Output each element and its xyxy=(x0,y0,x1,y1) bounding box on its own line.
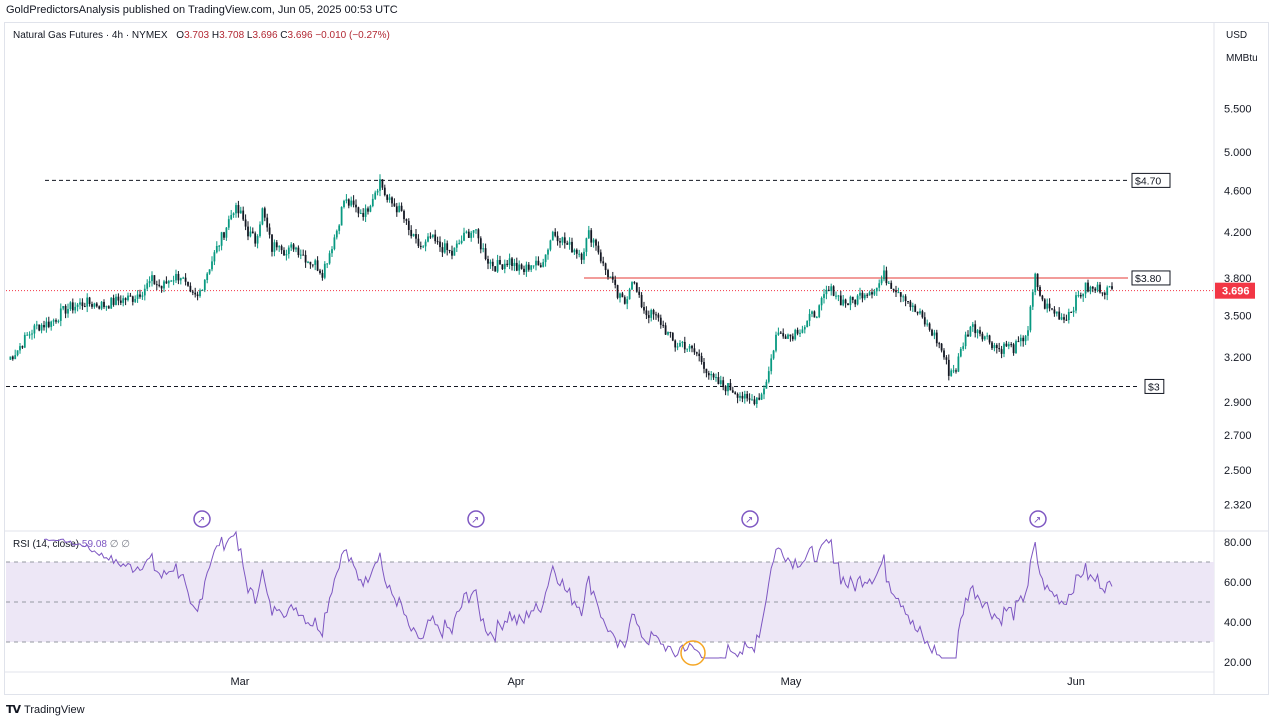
close-value: 3.696 xyxy=(287,30,313,41)
low-value: 3.696 xyxy=(252,30,278,41)
tradingview-logo-icon: 𝗧𝗩 xyxy=(6,704,21,716)
high-label: H xyxy=(211,30,220,41)
rsi-empty-1: ∅ xyxy=(109,539,119,550)
change-value: −0.010 (−0.27%) xyxy=(315,30,390,41)
currency-label[interactable]: USD xyxy=(1226,30,1248,41)
rsi-value: 59.08 xyxy=(81,539,107,550)
low-label: L xyxy=(246,30,253,41)
footer-brand-label: TradingView xyxy=(24,703,85,716)
symbol-name: Natural Gas Futures · 4h · NYMEX xyxy=(13,30,168,41)
footer-brand[interactable]: 𝗧𝗩 TradingView xyxy=(6,703,85,717)
rsi-legend[interactable]: RSI (14, close) 59.08 ∅ ∅ xyxy=(13,539,130,550)
publisher-line: GoldPredictorsAnalysis published on Trad… xyxy=(6,4,398,16)
unit-label[interactable]: MMBtu xyxy=(1226,53,1258,64)
rsi-empty-2: ∅ xyxy=(121,539,130,550)
close-label: C xyxy=(280,30,288,41)
symbol-legend[interactable]: Natural Gas Futures · 4h · NYMEX O3.703 … xyxy=(13,30,390,41)
high-value: 3.708 xyxy=(219,30,245,41)
rsi-label: RSI (14, close) xyxy=(13,539,80,550)
chart-frame xyxy=(4,22,1269,695)
open-label: O xyxy=(176,30,185,41)
open-value: 3.703 xyxy=(184,30,210,41)
